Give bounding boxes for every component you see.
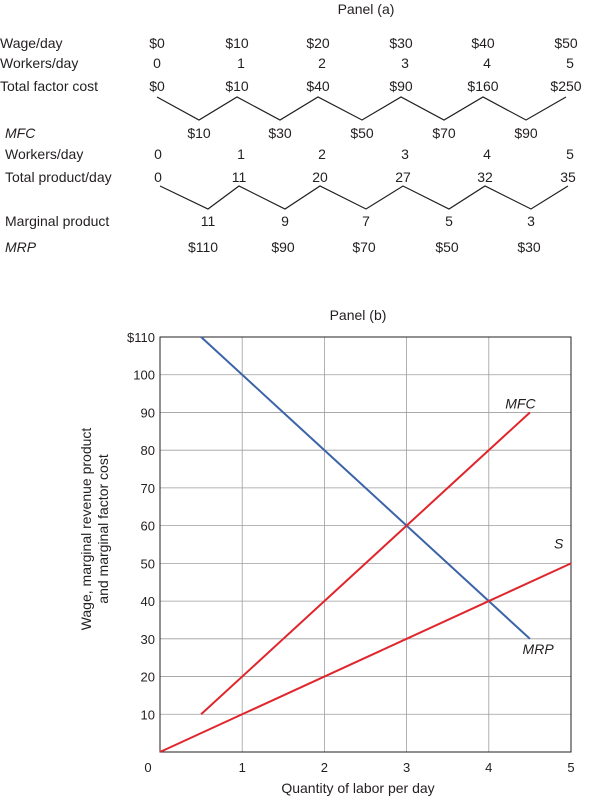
chart-title: Panel (b) (329, 307, 387, 323)
x-tick-label: 3 (403, 760, 410, 775)
x-tick-label: 5 (567, 760, 574, 775)
row-label-total-product: Total product/day (5, 169, 112, 185)
row-value: $90 (271, 239, 295, 255)
y-tick-label: 50 (141, 556, 155, 571)
series-label-mrp: MRP (523, 641, 555, 657)
row-value: $20 (306, 35, 330, 51)
row-value: $90 (389, 78, 413, 94)
row-value: 11 (200, 213, 216, 229)
x-tick-label: 1 (239, 760, 246, 775)
y-tick-label: 60 (141, 519, 155, 534)
y-tick-label: 10 (141, 707, 155, 722)
plot-frame (159, 336, 572, 753)
row-label-mfc: MFC (5, 125, 36, 141)
row-value: 3 (527, 213, 535, 229)
row-value: 0 (154, 146, 162, 162)
y-tick-label: 100 (133, 368, 155, 383)
y-tick-label: $110 (127, 330, 155, 345)
row-value: 7 (362, 213, 370, 229)
row-value: $40 (471, 35, 495, 51)
row-value: $250 (550, 78, 582, 94)
row-value: $0 (149, 78, 165, 94)
series-line-mrp (200, 336, 531, 640)
row-value: 1 (237, 146, 245, 162)
y-tick-label: 90 (141, 405, 155, 420)
row-value: 1 (237, 55, 245, 71)
series-label-s: S (554, 535, 564, 551)
series-line-s (159, 562, 572, 753)
row-value: $160 (467, 78, 499, 94)
row-value: $70 (432, 125, 456, 141)
panel-a-title: Panel (a) (337, 1, 395, 17)
panel-a-zigzags (156, 96, 569, 210)
row-value: 0 (153, 55, 161, 71)
row-value: $50 (554, 35, 578, 51)
row-value: $30 (517, 239, 541, 255)
row-label-workers: Workers/day (0, 55, 79, 71)
origin-tick-label: 0 (144, 760, 151, 775)
row-value: 5 (566, 146, 574, 162)
row-value: 2 (318, 146, 326, 162)
x-axis-label: Quantity of labor per day (281, 780, 435, 796)
y-tick-label: 20 (141, 670, 155, 685)
row-value: $70 (352, 239, 376, 255)
row-value: $10 (225, 78, 249, 94)
row-value: $30 (268, 125, 292, 141)
y-tick-label: 30 (141, 632, 155, 647)
y-tick-label: 40 (141, 594, 155, 609)
series-line-mfc (200, 411, 531, 716)
row-value: $90 (514, 125, 538, 141)
row-value: 5 (445, 213, 453, 229)
row-value: 4 (483, 146, 491, 162)
tfc-mfc-zigzag (156, 96, 567, 121)
row-label-total-factor-cost: Total factor cost (0, 78, 99, 94)
row-value: 4 (483, 55, 491, 71)
row-label-mrp: MRP (5, 239, 37, 255)
row-value: 9 (281, 213, 289, 229)
row-value: 20 (312, 169, 328, 185)
row-value: $10 (187, 125, 211, 141)
y-tick-label: 70 (141, 481, 155, 496)
y-tick-label: 80 (141, 443, 155, 458)
row-value: $0 (149, 35, 165, 51)
tp-mp-zigzag (159, 185, 569, 210)
row-value: 0 (154, 169, 162, 185)
row-value: 32 (477, 169, 493, 185)
row-value: $40 (306, 78, 330, 94)
row-value: $110 (187, 239, 219, 255)
row-label-workers: Workers/day (5, 146, 84, 162)
series-label-mfc: MFC (505, 396, 536, 412)
row-value: 5 (566, 55, 574, 71)
row-label-wage: Wage/day (0, 35, 63, 51)
row-value: 35 (560, 169, 576, 185)
row-value: $50 (435, 239, 459, 255)
x-tick-label: 2 (321, 760, 328, 775)
row-value: $30 (389, 35, 413, 51)
row-value: 2 (318, 55, 326, 71)
row-value: 3 (401, 146, 409, 162)
row-value: $50 (350, 125, 374, 141)
row-value: 11 (231, 169, 247, 185)
row-value: 27 (395, 169, 411, 185)
row-value: 3 (401, 55, 409, 71)
row-value: $10 (225, 35, 249, 51)
row-label-marginal-product: Marginal product (5, 213, 110, 229)
x-tick-label: 4 (485, 760, 492, 775)
